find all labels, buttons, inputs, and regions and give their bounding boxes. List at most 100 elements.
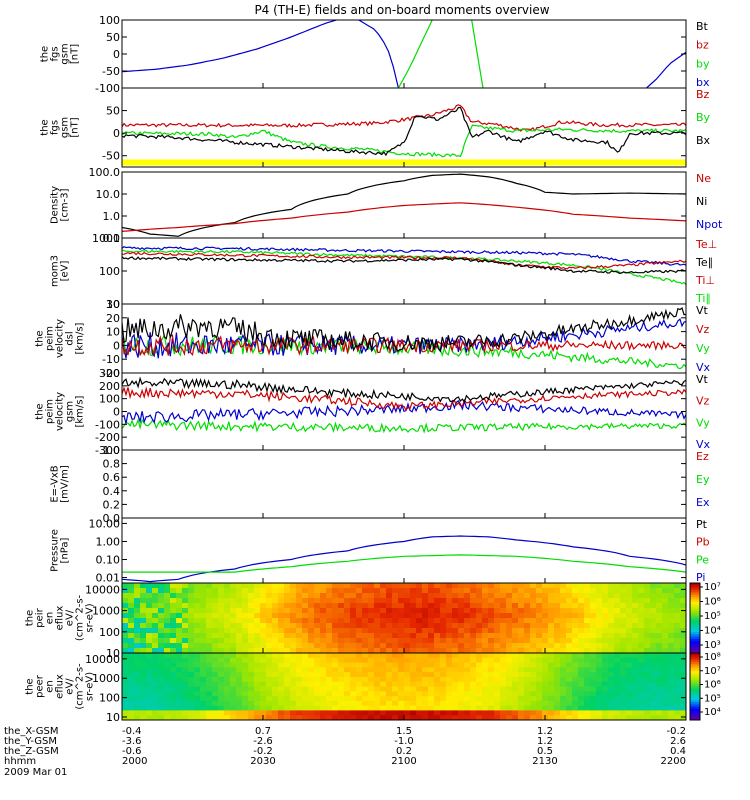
series-line-3	[122, 106, 686, 157]
legend-entry: Ez	[696, 450, 709, 463]
y-label-line: [nT]	[70, 117, 81, 137]
series-line-4	[122, 306, 686, 353]
y-label-line: velocity	[55, 392, 66, 431]
y-tick-label: 0.2	[103, 498, 121, 511]
y-label-line: mom3	[50, 255, 61, 287]
panel-4: 1000 100 10 mom3 [eV] Te⊥ Te∥ Ti⊥ Ti∥	[50, 232, 718, 311]
legend-entry: Pb	[696, 536, 710, 549]
legend: Vt Vz Vy Vx	[696, 304, 711, 374]
series-line-5	[646, 51, 686, 88]
y-tick-label: -20	[102, 367, 120, 380]
y-tick-label: -50	[102, 65, 120, 78]
spectrogram-image	[122, 653, 686, 720]
panel-frame	[121, 237, 687, 305]
legend: Ne Ni Npot	[696, 172, 723, 231]
y-tick-label: 10	[106, 298, 120, 311]
y-label-line: Density	[50, 186, 61, 224]
y-tick-label: 10.0	[96, 188, 121, 201]
y-label-line: eV/	[65, 609, 76, 626]
colorbar-label: 10⁵	[704, 693, 721, 704]
legend-entry: Vz	[696, 323, 710, 336]
x-axis-value: -0.2	[253, 746, 273, 757]
x-axis-value: 1.5	[396, 726, 412, 737]
series-line-2	[122, 249, 686, 286]
colorbar-label: 10⁷	[704, 582, 721, 593]
y-label-line: [km/s]	[75, 322, 86, 354]
x-axis-value: 2030	[250, 756, 275, 767]
colorbar-label: 10⁶	[704, 597, 721, 608]
y-axis-label: the peim velocity dsl [km/s]	[35, 319, 86, 358]
y-tick-label: 1000	[92, 672, 120, 685]
panel-2: 50 0 -50 the fgs gsm [nT] Bz By Bx	[40, 87, 711, 168]
colorbar-label: 10³	[704, 640, 721, 651]
y-label-line: (cm^2-s-	[75, 663, 86, 710]
data-lines	[122, 104, 686, 166]
x-axis-value: 0.4	[670, 746, 686, 757]
legend-entry: Npot	[696, 218, 723, 231]
legend-entry: Te∥	[695, 256, 713, 269]
legend-entry: Vy	[696, 342, 710, 355]
x-axis-value: 2130	[532, 756, 557, 767]
data-lines	[122, 173, 686, 237]
colorbar: 10⁸ 10⁷ 10⁶ 10⁵ 10⁴	[689, 652, 721, 721]
legend-entry: by	[696, 57, 710, 70]
y-label-line: en	[45, 612, 56, 625]
y-tick-label: 1000	[92, 605, 120, 618]
series-line-2	[122, 202, 686, 232]
legend: Bt bz by bx	[696, 20, 710, 89]
legend-entry: By	[696, 111, 711, 124]
y-tick-label: 1000	[92, 232, 120, 245]
y-tick-label: 10	[106, 326, 120, 339]
spectrogram-image	[122, 583, 686, 653]
data-lines	[122, 535, 686, 583]
y-axis-label: mom3 [eV]	[50, 255, 71, 287]
panel-8: 10.00 1.00 0.10 0.01 Pressure [nPa] Pt Pb Pe Pi	[50, 517, 710, 584]
y-label-line: the	[40, 119, 51, 135]
y-tick-label: 10	[106, 711, 120, 724]
y-label-line: [km/s]	[75, 395, 86, 427]
y-tick-label: 10000	[85, 583, 120, 596]
legend-entry: Vt	[696, 373, 709, 386]
legend-entry: Bx	[696, 134, 711, 147]
y-label-line: the	[40, 46, 51, 62]
y-tick-label: 100	[99, 265, 120, 278]
y-tick-label: -100	[95, 82, 120, 95]
legend-entry: Bz	[696, 88, 710, 101]
legend-entry: Ni	[696, 195, 707, 208]
data-lines	[122, 306, 686, 370]
series-line-1	[122, 20, 337, 73]
y-label-line: [nT]	[70, 44, 81, 64]
y-tick-label: 0	[113, 127, 120, 140]
y-tick-label: 10	[106, 647, 120, 660]
y-tick-label: -200	[95, 431, 120, 444]
y-tick-label: 50	[106, 31, 120, 44]
series-line-3	[397, 20, 433, 88]
legend-entry: Pt	[696, 518, 708, 531]
x-axis-value: 2000	[122, 756, 147, 767]
y-tick-label: 20	[106, 312, 120, 325]
y-label-line: sr-eV)	[85, 672, 96, 701]
y-tick-label: 0.8	[103, 458, 121, 471]
x-axis-value: -1.0	[394, 736, 414, 747]
legend-entry: Ti⊥	[695, 274, 715, 287]
y-label-line: eflux	[55, 674, 66, 699]
y-tick-label: -100	[95, 418, 120, 431]
y-tick-label: 10000	[85, 653, 120, 666]
y-tick-label: 100	[99, 14, 120, 27]
x-axis-row-label: the_Y-GSM	[4, 736, 57, 747]
y-tick-label: 0.1	[103, 232, 121, 245]
x-axis-row-label: the_Z-GSM	[4, 746, 59, 757]
y-label-line: eV/	[65, 678, 76, 695]
y-label-line: fgs	[50, 120, 61, 135]
x-axis-value: 0.7	[255, 726, 271, 737]
legend: Te⊥ Te∥ Ti⊥ Ti∥	[695, 238, 717, 305]
legend-entry: Vz	[696, 395, 710, 408]
y-tick-label: -300	[95, 444, 120, 457]
y-label-line: gsm	[65, 401, 76, 422]
y-tick-label: 100	[99, 393, 120, 406]
x-axis-value: 2100	[391, 756, 416, 767]
legend-entry: Ti∥	[695, 292, 711, 305]
x-axis-date: 2009 Mar 01	[4, 767, 67, 778]
